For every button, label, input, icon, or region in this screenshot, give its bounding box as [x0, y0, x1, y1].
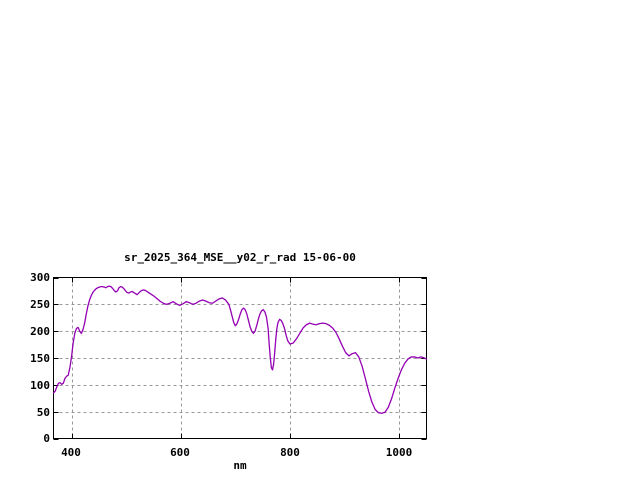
- y-tick-label-50: 50: [36, 406, 50, 419]
- y-tick-label-300: 300: [30, 271, 50, 284]
- gridlines: [53, 277, 427, 439]
- x-axis-label: nm: [233, 459, 247, 472]
- x-tick-label-1000: 1000: [385, 446, 413, 459]
- chart-title: sr_2025_364_MSE__y02_r_rad 15-06-00: [124, 251, 356, 264]
- y-tick-label-250: 250: [30, 298, 50, 311]
- x-tick-label-800: 800: [280, 446, 300, 459]
- x-tick-label-400: 400: [61, 446, 81, 459]
- y-tick-label-200: 200: [30, 325, 50, 338]
- x-tick-label-600: 600: [170, 446, 190, 459]
- spectrum-line: [52, 285, 428, 414]
- y-tick-label-0: 0: [43, 432, 50, 445]
- y-tick-label-150: 150: [30, 352, 50, 365]
- plot-frame: [53, 277, 427, 439]
- y-tick-label-100: 100: [30, 379, 50, 392]
- axis-ticks: [53, 277, 427, 440]
